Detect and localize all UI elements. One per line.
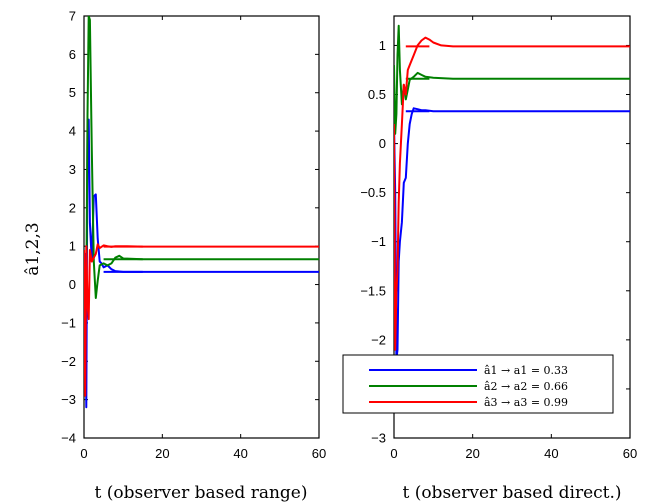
y-tick-label: 0.5 (368, 87, 386, 102)
legend-entry-a2: â2 → a2 = 0.66 (369, 380, 568, 393)
y-tick-label: −1 (371, 234, 386, 249)
series-line-a1 (394, 107, 630, 361)
y-tick-label: 6 (69, 47, 76, 62)
legend-label-a2: â2 → a2 = 0.66 (484, 380, 568, 393)
y-tick-label: 2 (69, 200, 76, 215)
x-tick-label: 20 (465, 446, 479, 461)
y-tick-label: −1.5 (360, 283, 386, 298)
x-tick-label: 60 (623, 446, 637, 461)
plot-left-frame (83, 15, 320, 439)
y-tick-label: 4 (69, 124, 76, 139)
y-tick-label: −3 (61, 392, 76, 407)
y-tick-label: −4 (61, 431, 76, 446)
plot-left: 0 20 40 60 −4 −3 −2 −1 0 1 2 3 4 5 6 7 t (observer base… (61, 9, 326, 504)
legend-label-a3: â3 → a3 = 0.99 (484, 396, 568, 409)
legend-label-a1: â1 → a1 = 0.33 (484, 364, 568, 377)
plot-left-x-axis-label: t (observer based range) (95, 483, 308, 503)
x-tick-label: 0 (390, 446, 397, 461)
y-tick-label: 0 (379, 136, 386, 151)
x-tick-label: 0 (80, 446, 87, 461)
y-tick-label: −1 (61, 315, 76, 330)
y-tick-label: −2 (61, 354, 76, 369)
legend-entry-a1: â1 → a1 = 0.33 (369, 364, 568, 377)
y-tick-label: 3 (69, 162, 76, 177)
x-tick-label: 60 (312, 446, 326, 461)
series-line-a3 (84, 243, 319, 397)
y-axis-label: â1,2,3 (23, 222, 43, 275)
plot-left-marks: 0 20 40 60 −4 −3 −2 −1 0 1 2 3 4 5 6 7 (61, 9, 326, 462)
series-line-a2 (84, 16, 319, 316)
y-tick-label: −3 (371, 431, 386, 446)
plot-right-x-axis-label: t (observer based direct.) (402, 483, 621, 503)
y-tick-label: 5 (69, 85, 76, 100)
series-line-a3 (394, 36, 630, 351)
y-tick-label: 1 (379, 38, 386, 53)
series-line-a2 (394, 24, 630, 135)
legend-entry-a3: â3 → a3 = 0.99 (369, 396, 568, 409)
y-tick-label: 1 (69, 239, 76, 254)
x-tick-label: 20 (155, 446, 169, 461)
x-tick-label: 40 (544, 446, 558, 461)
x-tick-label: 40 (233, 446, 247, 461)
y-tick-label: −0.5 (360, 185, 386, 200)
y-tick-label: 7 (69, 9, 76, 24)
y-tick-label: 0 (69, 277, 76, 292)
legend-box (342, 354, 614, 414)
legend: â1 → a1 = 0.33 â2 → a2 = 0.66 â3 → a3 = … (342, 354, 614, 414)
y-tick-label: −2 (371, 332, 386, 347)
